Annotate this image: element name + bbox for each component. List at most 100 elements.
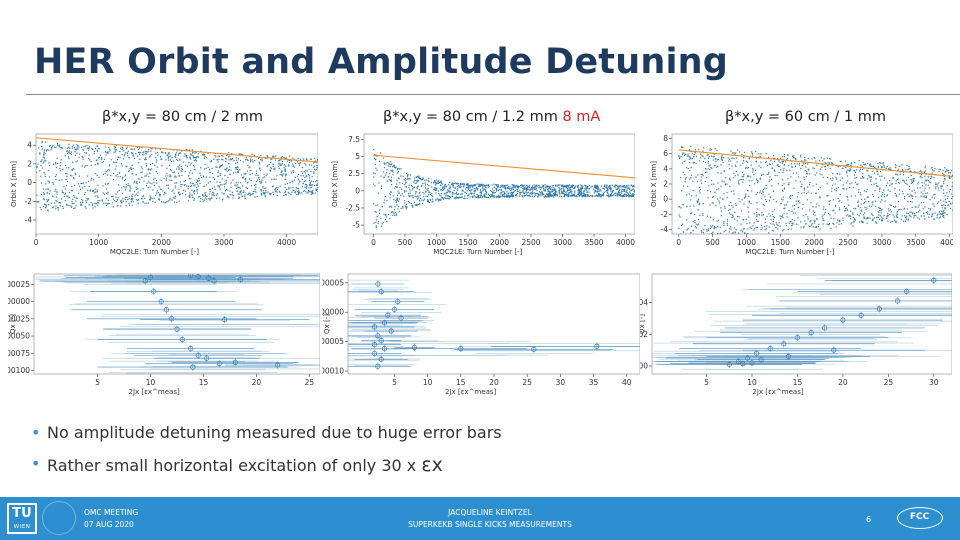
orbit-point [567, 194, 569, 196]
orbit-point [374, 163, 376, 166]
orbit-point [553, 193, 555, 195]
orbit-point [88, 146, 90, 148]
orbit-point [153, 164, 156, 166]
orbit-point [298, 190, 300, 192]
orbit-point [924, 206, 926, 208]
orbit-point [719, 197, 721, 199]
orbit-point [567, 188, 569, 190]
orbit-point [925, 180, 927, 182]
orbit-point [726, 222, 728, 225]
orbit-point [418, 177, 420, 180]
orbit-point [188, 178, 190, 180]
orbit-point [620, 190, 623, 192]
orbit-point [869, 217, 871, 219]
x-tick-label: 20 [252, 378, 262, 387]
orbit-point [249, 192, 251, 194]
x-axis-label: MQC2LE: Turn Number [-] [745, 248, 834, 256]
orbit-point [748, 180, 750, 182]
orbit-point [419, 194, 421, 196]
orbit-point [41, 159, 43, 161]
orbit-point [910, 211, 912, 213]
orbit-point [59, 205, 61, 207]
orbit-point [793, 219, 795, 222]
orbit-point [155, 161, 157, 163]
orbit-point [485, 186, 487, 189]
orbit-point [127, 184, 129, 187]
orbit-point [250, 159, 252, 162]
orbit-point [920, 191, 922, 193]
orbit-point [306, 192, 308, 194]
orbit-point [269, 169, 271, 171]
orbit-point [712, 159, 715, 161]
orbit-point [910, 194, 912, 196]
detuning-point [381, 320, 388, 326]
orbit-point [270, 192, 272, 195]
orbit-point [900, 208, 902, 211]
orbit-point [107, 183, 109, 185]
orbit-point [236, 184, 238, 186]
orbit-point [404, 182, 407, 184]
orbit-point [260, 181, 262, 183]
orbit-point [765, 188, 767, 190]
orbit-point [765, 153, 767, 155]
orbit-point [143, 154, 145, 156]
orbit-point [229, 173, 231, 175]
orbit-point [56, 142, 59, 145]
orbit-point [540, 195, 542, 197]
orbit-point [394, 186, 397, 188]
orbit-point [701, 231, 703, 233]
orbit-point [522, 188, 525, 190]
orbit-point [293, 170, 295, 172]
orbit-point [189, 195, 191, 197]
orbit-point [756, 179, 758, 182]
column-label-3-text: β*x,y = 60 cm / 1 mm [725, 109, 886, 125]
orbit-point [944, 212, 946, 214]
orbit-point [747, 228, 749, 230]
orbit-point [87, 180, 90, 182]
orbit-point [785, 222, 787, 225]
orbit-point [588, 188, 591, 190]
orbit-point [793, 204, 795, 207]
orbit-point [822, 164, 824, 166]
orbit-point [814, 226, 816, 229]
orbit-point [220, 164, 222, 167]
orbit-point [926, 192, 929, 194]
orbit-point [462, 190, 464, 192]
orbit-point [61, 191, 64, 194]
orbit-point [852, 213, 854, 215]
orbit-point [388, 176, 390, 178]
orbit-point [420, 179, 422, 181]
orbit-point [445, 193, 447, 195]
orbit-point [631, 194, 633, 196]
orbit-point [940, 213, 942, 215]
orbit-point [745, 218, 747, 220]
orbit-point [808, 169, 810, 171]
orbit-point [782, 189, 784, 191]
orbit-point [157, 192, 159, 194]
orbit-point [404, 205, 407, 207]
orbit-point [712, 225, 714, 227]
orbit-point [694, 213, 696, 216]
orbit-point [545, 196, 548, 198]
orbit-point [851, 182, 853, 184]
orbit-point [747, 232, 749, 234]
orbit-plot-3: 0500100015002000250030003500400086420-2-… [650, 133, 953, 256]
orbit-point [561, 191, 563, 193]
orbit-point [522, 189, 524, 191]
orbit-point [380, 225, 382, 227]
orbit-point [434, 180, 436, 182]
orbit-point [594, 186, 596, 189]
orbit-point [875, 178, 877, 180]
orbit-point [184, 179, 187, 182]
orbit-point [111, 202, 114, 204]
orbit-point [777, 163, 779, 166]
orbit-point [619, 185, 621, 187]
orbit-point [398, 206, 400, 208]
orbit-point [605, 187, 607, 189]
orbit-point [899, 171, 901, 173]
orbit-point [183, 189, 185, 191]
orbit-point [451, 195, 454, 197]
orbit-point [778, 171, 780, 174]
orbit-point [687, 155, 689, 157]
orbit-point [278, 190, 281, 192]
